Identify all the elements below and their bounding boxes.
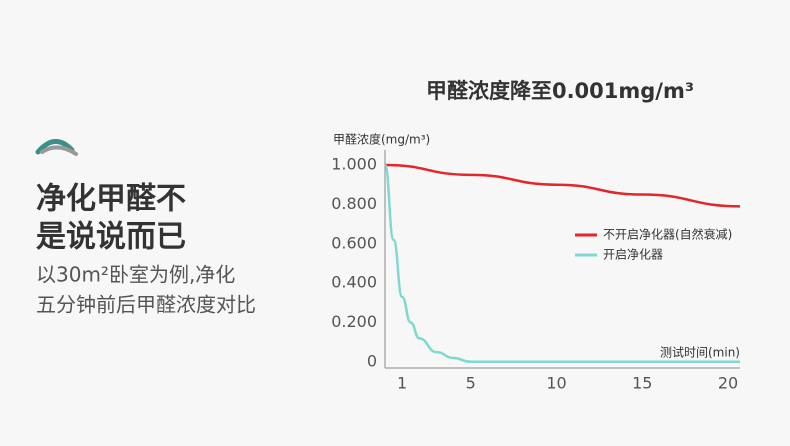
subtitle: 五分钟前后甲醛浓度对比 bbox=[36, 293, 256, 317]
icon-wave bbox=[40, 145, 78, 156]
x-axis-label: 测试时间(min) bbox=[660, 345, 740, 360]
x-tick-label: 10 bbox=[546, 374, 566, 393]
subtitle: 以30m²卧室为例,净化 bbox=[36, 263, 235, 287]
x-tick-label: 5 bbox=[466, 374, 476, 393]
y-tick-label: 0.600 bbox=[331, 233, 377, 252]
x-tick-label: 20 bbox=[718, 374, 738, 393]
x-tick-label: 1 bbox=[397, 374, 407, 393]
series-line bbox=[384, 163, 741, 208]
y-tick-label: 0.800 bbox=[331, 194, 377, 213]
heading: 净化甲醛不 bbox=[36, 182, 186, 217]
icon-wave bbox=[35, 139, 75, 155]
y-tick-label: 0.400 bbox=[331, 273, 377, 292]
y-axis-label: 甲醛浓度(mg/m³) bbox=[333, 132, 430, 147]
heading: 是说说而已 bbox=[36, 220, 186, 255]
legend-label: 开启净化器 bbox=[603, 248, 663, 262]
y-tick-label: 0.200 bbox=[331, 312, 377, 331]
y-tick-label: 0 bbox=[367, 352, 377, 371]
series-line bbox=[383, 163, 740, 364]
chart-title: 甲醛浓度降至0.001mg/m³ bbox=[426, 79, 694, 103]
x-tick-label: 15 bbox=[632, 374, 652, 393]
y-tick-label: 1.000 bbox=[331, 155, 377, 174]
legend-label: 不开启净化器(自然衰减) bbox=[603, 227, 732, 242]
